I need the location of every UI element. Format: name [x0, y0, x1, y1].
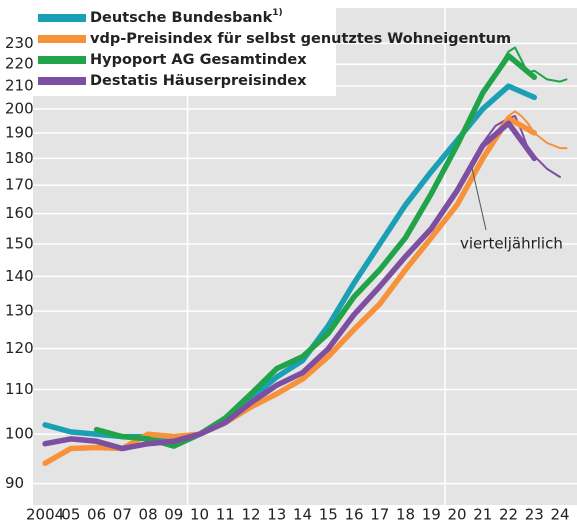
x-tick-label: 08 [139, 506, 158, 524]
x-tick-label: 06 [87, 506, 106, 524]
y-tick-label: 220 [5, 55, 34, 73]
x-tick-label: 2004 [26, 506, 64, 524]
x-tick-label: 17 [370, 506, 389, 524]
legend: Deutsche Bundesbank1) vdp-Preisindex für … [38, 8, 511, 89]
x-tick-label: 18 [396, 506, 415, 524]
legend-label: vdp-Preisindex für selbst genutztes Wohn… [90, 31, 511, 47]
grid [33, 8, 577, 505]
x-tick-label: 11 [216, 506, 235, 524]
y-tick-label: 210 [5, 77, 34, 95]
x-tick-label: 24 [550, 506, 569, 524]
y-tick-label: 140 [5, 267, 34, 285]
legend-swatch [38, 56, 86, 64]
x-tick-label: 21 [473, 506, 492, 524]
legend-swatch [38, 14, 86, 22]
y-tick-label: 90 [5, 474, 24, 492]
legend-text: Deutsche Bundesbank [90, 10, 273, 26]
x-tick-label: 12 [242, 506, 261, 524]
annotation-pointer [471, 167, 487, 231]
y-tick-label: 190 [5, 124, 34, 142]
annual-line [93, 53, 538, 449]
x-tick-label: 22 [499, 506, 518, 524]
legend-text: Destatis Häuserpreisindex [90, 73, 307, 89]
legend-text: vdp-Preisindex für selbst genutztes Wohn… [90, 31, 511, 47]
legend-label: Deutsche Bundesbank1) [90, 8, 283, 27]
x-tick-label: 23 [525, 506, 544, 524]
x-tick-label: 14 [293, 506, 312, 524]
y-tick-label: 100 [5, 425, 34, 443]
annual-line [42, 120, 538, 452]
lines [42, 46, 568, 467]
x-tick-label: 15 [319, 506, 338, 524]
legend-note: 1) [272, 8, 282, 18]
legend-label: Destatis Häuserpreisindex [90, 73, 307, 89]
legend-label: Hypoport AG Gesamtindex [90, 52, 307, 68]
legend-text: Hypoport AG Gesamtindex [90, 52, 307, 68]
x-tick-label: 20 [447, 506, 466, 524]
x-tick-label: 05 [61, 506, 80, 524]
x-tick-label: 16 [344, 506, 363, 524]
x-tick-label: 13 [267, 506, 286, 524]
y-tick-label: 170 [5, 176, 34, 194]
annotation: vierteljährlich [460, 235, 563, 253]
x-tick-label: 19 [422, 506, 441, 524]
y-tick-label: 180 [5, 149, 34, 167]
y-tick-label: 110 [5, 380, 34, 398]
y-tick-label: 130 [5, 302, 34, 320]
x-tick-label: 09 [164, 506, 183, 524]
y-tick-label: 230 [5, 34, 34, 52]
y-tick-label: 150 [5, 234, 34, 252]
x-tick-label: 07 [113, 506, 132, 524]
y-tick-label: 120 [5, 339, 34, 357]
y-tick-label: 200 [5, 99, 34, 117]
x-tick-label: 10 [190, 506, 209, 524]
y-tick-label: 160 [5, 204, 34, 222]
legend-swatch [38, 35, 86, 43]
legend-swatch [38, 77, 86, 85]
